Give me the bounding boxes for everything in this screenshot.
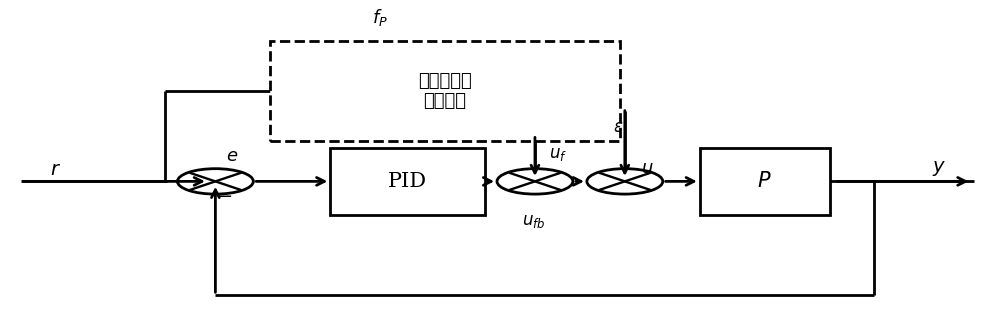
- Text: $-$: $-$: [217, 186, 232, 204]
- Text: $u_{fb}$: $u_{fb}$: [522, 213, 546, 230]
- Text: $P$: $P$: [757, 171, 772, 192]
- Circle shape: [177, 169, 253, 194]
- Text: 高斯过程前
馈控制器: 高斯过程前 馈控制器: [418, 72, 472, 111]
- Text: $y$: $y$: [932, 159, 947, 177]
- FancyBboxPatch shape: [700, 148, 830, 215]
- Text: $e$: $e$: [226, 147, 239, 165]
- Text: PID: PID: [388, 172, 427, 191]
- Text: $u_f$: $u_f$: [549, 146, 567, 163]
- Text: $r$: $r$: [50, 161, 61, 179]
- Text: $f_P$: $f_P$: [372, 7, 388, 28]
- Circle shape: [497, 169, 573, 194]
- Circle shape: [587, 169, 663, 194]
- FancyBboxPatch shape: [330, 148, 485, 215]
- Text: $\varepsilon$: $\varepsilon$: [613, 119, 623, 136]
- Text: $u$: $u$: [641, 159, 654, 177]
- FancyBboxPatch shape: [270, 41, 620, 141]
